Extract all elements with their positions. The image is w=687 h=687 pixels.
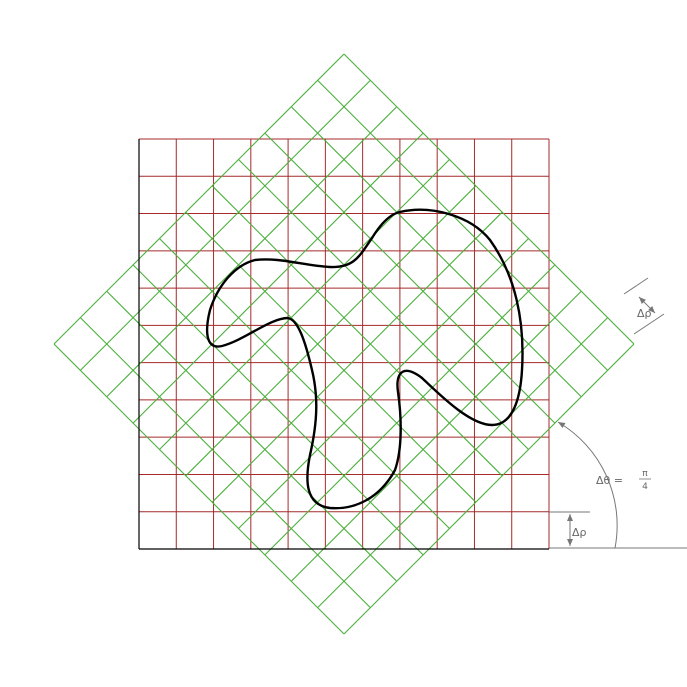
rotated-grid-line-a	[238, 159, 529, 450]
rotated-grid-line-a	[106, 290, 398, 582]
rho-annotation-right: Δρ	[623, 277, 665, 335]
rotated-grid-line-b	[290, 290, 582, 582]
theta-annotation: Δθ = π 4	[557, 421, 651, 549]
rotated-grid-line-a	[264, 132, 556, 424]
rotated-grid-line-b	[317, 317, 609, 609]
rotated-grid-line-b	[132, 132, 424, 424]
rotated-grid-line-a	[211, 185, 503, 477]
theta-label-numerator: π	[642, 469, 648, 479]
rotated-grid-line-a	[159, 238, 450, 529]
rotated-grid-line-a	[343, 53, 635, 345]
rotated-grid-line-a	[185, 211, 477, 503]
rotated-grid-line-a	[53, 343, 345, 635]
closed-curve-shape	[205, 208, 524, 510]
rotated-grid-line-b	[264, 264, 556, 556]
rho-annotation-bottom: Δρ	[549, 511, 687, 549]
rotated-grid-line-b	[53, 53, 345, 345]
rotated-grid-line-b	[211, 211, 503, 503]
rotated-grid-line-b	[159, 159, 450, 450]
rotated-grid	[53, 53, 635, 635]
rotated-grid-line-b	[343, 343, 635, 635]
rotated-grid-line-b	[238, 238, 529, 529]
rotated-grid-line-b	[106, 106, 398, 398]
rotated-grid-line-b	[79, 79, 371, 371]
square-grid	[138, 138, 550, 550]
rotated-grid-line-a	[132, 264, 424, 556]
rho-label-bottom: Δρ	[572, 526, 587, 539]
theta-label-prefix: Δθ =	[596, 474, 623, 487]
square-grid-border	[138, 139, 549, 550]
rotated-grid-line-a	[79, 317, 371, 609]
rotated-grid-line-a	[290, 106, 582, 398]
theta-label-denominator: 4	[642, 482, 648, 492]
rotated-grid-line-a	[317, 79, 609, 371]
rho-label-right: Δρ	[637, 307, 652, 320]
rotated-grid-line-b	[185, 185, 477, 477]
